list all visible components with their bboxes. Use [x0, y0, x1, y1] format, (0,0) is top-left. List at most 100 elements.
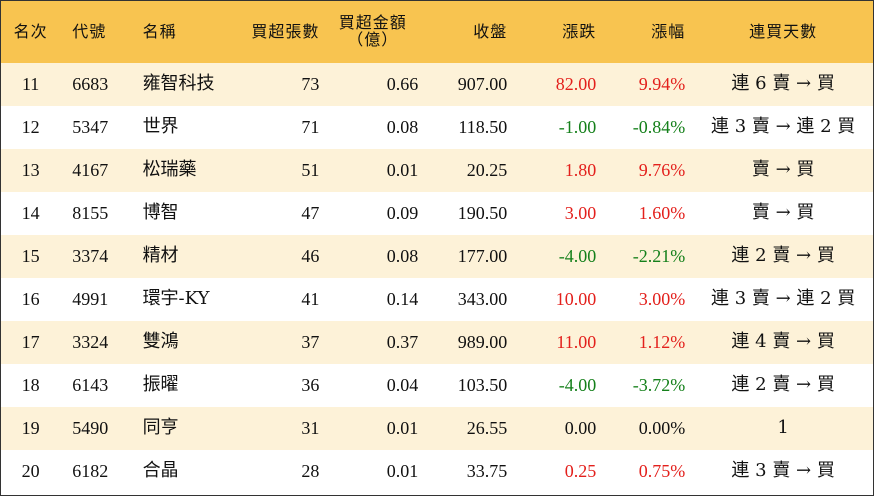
- table-cell: 16: [21, 289, 40, 310]
- table-cell: 3.00: [564, 203, 597, 224]
- table-cell: 4167: [72, 160, 109, 181]
- table-cell: 5347: [72, 117, 109, 138]
- header-cell: 收盤: [473, 21, 508, 41]
- table-cell: 0.04: [386, 375, 419, 396]
- table-cell: 連 4 賣 → 買: [731, 331, 835, 353]
- table-cell: 松瑞藥: [142, 159, 197, 181]
- table-cell: 連 6 賣 → 買: [731, 73, 835, 95]
- table-cell: 17: [21, 332, 40, 353]
- table-cell: 11: [21, 74, 40, 95]
- table-cell: -4.00: [558, 375, 597, 396]
- table-cell: 0.08: [386, 117, 419, 138]
- header-row: 名次 代號 名稱 買超張數 買超金額 （億） 收盤 漲跌 漲幅 連買天數: [1, 1, 873, 63]
- header-cell: 名稱: [142, 21, 177, 41]
- table-cell: -4.00: [558, 246, 597, 267]
- table-cell: 雙鴻: [142, 331, 179, 353]
- table-cell: 連 3 賣 → 買: [731, 460, 835, 482]
- header-cell: 漲幅: [651, 21, 686, 41]
- table-row: 11 6683 雍智科技 73 0.66 907.00 82.00 9.94% 連 6 賣 → …: [1, 63, 873, 106]
- table-cell: 19: [21, 418, 40, 439]
- table-cell: -2.21%: [632, 246, 686, 267]
- header-cell: 買超金額 （億）: [338, 13, 407, 49]
- table-cell: 82.00: [555, 74, 597, 95]
- table-cell: 6143: [72, 375, 109, 396]
- table-cell: 0.09: [386, 203, 419, 224]
- table-cell: 雍智科技: [142, 73, 215, 95]
- table-cell: 精材: [142, 245, 179, 267]
- table-cell: 賣 → 買: [751, 202, 815, 224]
- table-cell: 118.50: [458, 117, 508, 138]
- table-cell: 9.94%: [638, 74, 686, 95]
- table-cell: -3.72%: [632, 375, 686, 396]
- table-cell: 41: [301, 289, 320, 310]
- table-cell: 26.55: [466, 418, 508, 439]
- table-cell: 907.00: [457, 74, 508, 95]
- table-cell: 3374: [72, 246, 109, 267]
- table-cell: 3.00%: [638, 289, 686, 310]
- table-cell: 343.00: [457, 289, 508, 310]
- table-cell: 0.75%: [638, 461, 686, 482]
- table-cell: 4991: [72, 289, 109, 310]
- table-cell: 103.50: [457, 375, 508, 396]
- header-cell: 代號: [72, 21, 107, 41]
- table-cell: 28: [301, 461, 320, 482]
- table-cell: 0.37: [386, 332, 419, 353]
- table-cell: 13: [21, 160, 40, 181]
- table-cell: 0.01: [386, 461, 419, 482]
- table-cell: 6683: [72, 74, 109, 95]
- header-cell: 買超張數: [251, 21, 320, 41]
- table-cell: 1: [777, 417, 789, 439]
- table-cell: 31: [301, 418, 320, 439]
- table-cell: 0.14: [386, 289, 419, 310]
- table-cell: 0.66: [386, 74, 419, 95]
- table-cell: 989.00: [457, 332, 508, 353]
- table-row: 16 4991 環宇-KY 41 0.14 343.00 10.00 3.00% 連 3 賣 →…: [1, 278, 873, 321]
- table-cell: 1.12%: [638, 332, 686, 353]
- table-cell: 環宇-KY: [142, 288, 210, 310]
- header-cell: 漲跌: [562, 21, 597, 41]
- table-cell: 190.50: [457, 203, 508, 224]
- table-cell: 1.60%: [638, 203, 686, 224]
- table-cell: 0.25: [564, 461, 597, 482]
- table-cell: 12: [21, 117, 40, 138]
- table-cell: 20: [21, 461, 40, 482]
- table-row: 12 5347 世界 71 0.08 118.50 -1.00 -0.84% 連 3 賣 → 連…: [1, 106, 873, 149]
- table-cell: 15: [21, 246, 40, 267]
- table-cell: 世界: [142, 116, 179, 138]
- table-cell: 振曜: [142, 374, 179, 396]
- table-row: 15 3374 精材 46 0.08 177.00 -4.00 -2.21% 連 2 賣 → 買: [1, 235, 873, 278]
- table-cell: 連 3 賣 → 連 2 買: [710, 288, 856, 310]
- header-cell: 名次: [13, 21, 48, 41]
- table-cell: 14: [21, 203, 40, 224]
- table-cell: 36: [301, 375, 320, 396]
- table-cell: 0.00: [564, 418, 597, 439]
- table-cell: 1.80: [564, 160, 597, 181]
- table-cell: 0.01: [386, 418, 419, 439]
- table-cell: 51: [301, 160, 320, 181]
- table-cell: 0.01: [386, 160, 419, 181]
- table-cell: 連 2 賣 → 買: [731, 245, 835, 267]
- table-cell: 71: [301, 117, 320, 138]
- table-cell: -0.84%: [632, 117, 686, 138]
- table-cell: 9.76%: [638, 160, 686, 181]
- table-cell: 73: [301, 74, 320, 95]
- table-cell: 賣 → 買: [751, 159, 815, 181]
- header-cell: 連買天數: [749, 21, 818, 41]
- table-cell: -1.00: [558, 117, 597, 138]
- table-cell: 20.25: [466, 160, 508, 181]
- table-row: 18 6143 振曜 36 0.04 103.50 -4.00 -3.72% 連 2 賣 → 買: [1, 364, 873, 407]
- table-cell: 博智: [142, 202, 179, 224]
- table-row: 13 4167 松瑞藥 51 0.01 20.25 1.80 9.76% 賣 → 買: [1, 149, 873, 192]
- table-cell: 0.00%: [638, 418, 686, 439]
- table-cell: 47: [301, 203, 320, 224]
- table-cell: 6182: [72, 461, 109, 482]
- table-cell: 0.08: [386, 246, 419, 267]
- table-cell: 33.75: [466, 461, 508, 482]
- table-cell: 177.00: [457, 246, 508, 267]
- table-row: 19 5490 同亨 31 0.01 26.55 0.00 0.00% 1: [1, 407, 873, 450]
- table-cell: 同亨: [142, 417, 179, 439]
- table-row: 17 3324 雙鴻 37 0.37 989.00 11.00 1.12% 連 4 賣 → 買: [1, 321, 873, 364]
- table-cell: 連 3 賣 → 連 2 買: [710, 116, 856, 138]
- table-cell: 37: [301, 332, 320, 353]
